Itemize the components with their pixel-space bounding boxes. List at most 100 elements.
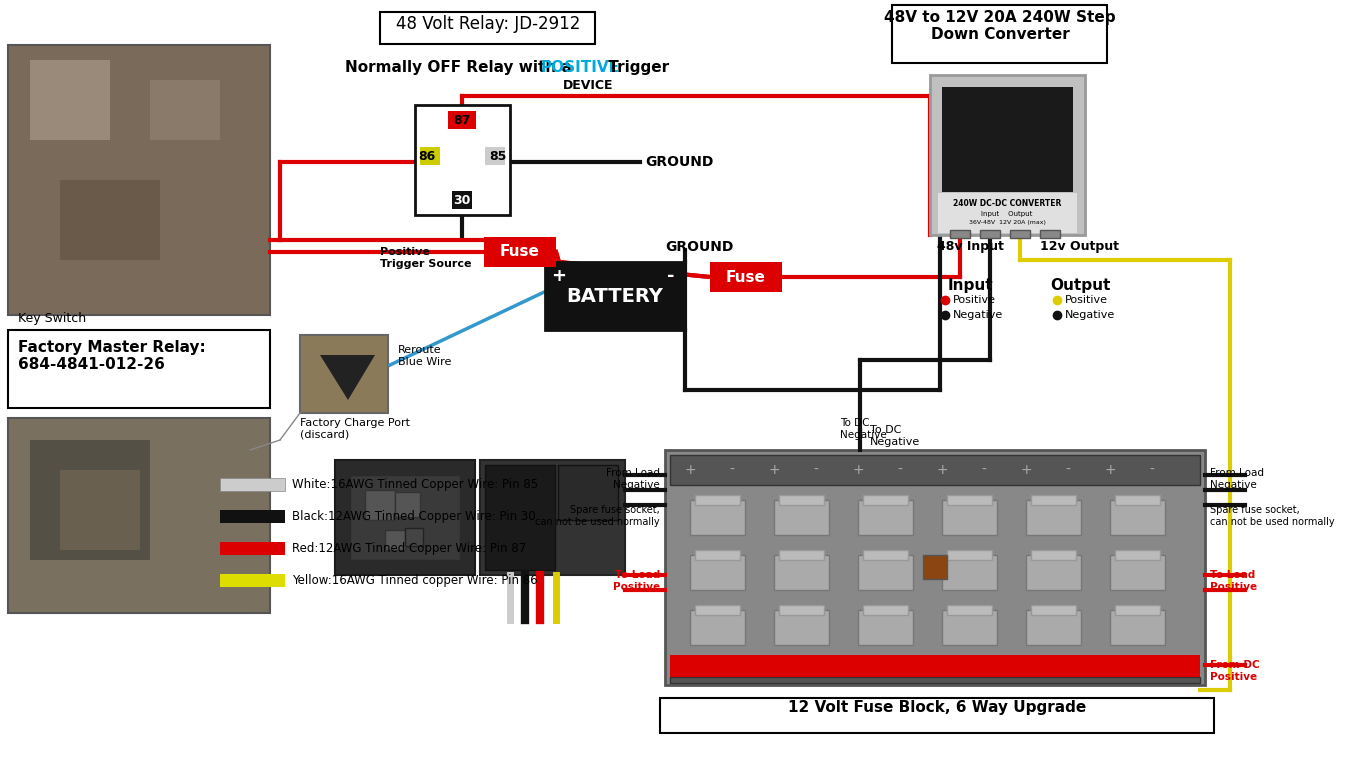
Text: Key Switch: Key Switch bbox=[18, 312, 86, 325]
Bar bbox=[695, 550, 741, 560]
Text: +: + bbox=[1020, 463, 1032, 477]
Bar bbox=[8, 45, 270, 315]
Bar bbox=[405, 528, 423, 546]
Text: Reroute
Blue Wire: Reroute Blue Wire bbox=[398, 345, 452, 367]
Text: +: + bbox=[936, 463, 947, 477]
Bar bbox=[1025, 610, 1082, 645]
Bar bbox=[1110, 610, 1165, 645]
Bar bbox=[862, 550, 908, 560]
Text: Trigger: Trigger bbox=[602, 60, 669, 75]
Text: Fuse: Fuse bbox=[500, 245, 539, 259]
Text: +: + bbox=[1105, 463, 1116, 477]
Text: -: - bbox=[898, 463, 902, 477]
Text: 12v Output: 12v Output bbox=[1040, 240, 1120, 253]
Bar bbox=[335, 460, 475, 575]
Bar bbox=[1010, 230, 1029, 238]
Bar bbox=[690, 555, 745, 590]
Bar bbox=[862, 605, 908, 615]
Bar bbox=[8, 418, 270, 613]
Text: Negative: Negative bbox=[1065, 310, 1116, 320]
Bar bbox=[151, 80, 220, 140]
Text: -: - bbox=[667, 267, 675, 285]
Bar bbox=[779, 605, 824, 615]
Text: 240W DC-DC CONVERTER: 240W DC-DC CONVERTER bbox=[953, 199, 1061, 208]
Bar bbox=[1025, 555, 1082, 590]
Bar bbox=[60, 470, 140, 550]
Bar bbox=[60, 180, 160, 260]
Bar bbox=[947, 550, 993, 560]
Bar bbox=[350, 475, 460, 560]
Bar bbox=[862, 495, 908, 505]
Text: 48 Volt Relay: JD-2912: 48 Volt Relay: JD-2912 bbox=[396, 15, 580, 33]
Bar bbox=[947, 495, 993, 505]
Bar bbox=[942, 555, 997, 590]
Bar bbox=[1031, 605, 1076, 615]
Text: To DC
Negative: To DC Negative bbox=[841, 418, 887, 440]
Text: POSITIVE: POSITIVE bbox=[541, 60, 620, 75]
Text: -: - bbox=[1150, 463, 1154, 477]
Text: Positive
Trigger Source: Positive Trigger Source bbox=[381, 247, 471, 269]
Text: Red:12AWG Tinned Copper Wire: Pin 87: Red:12AWG Tinned Copper Wire: Pin 87 bbox=[292, 542, 526, 555]
Text: GROUND: GROUND bbox=[665, 240, 734, 254]
Bar bbox=[420, 147, 439, 165]
Bar bbox=[938, 193, 1077, 233]
Text: Normally OFF Relay with a: Normally OFF Relay with a bbox=[345, 60, 578, 75]
Bar bbox=[695, 495, 741, 505]
Bar bbox=[695, 605, 741, 615]
Text: -: - bbox=[730, 463, 734, 477]
Bar bbox=[660, 698, 1214, 733]
Bar bbox=[381, 12, 596, 44]
Text: Yellow:16AWG Tinned copper Wire: Pin 86: Yellow:16AWG Tinned copper Wire: Pin 86 bbox=[292, 574, 538, 587]
Text: Negative: Negative bbox=[953, 310, 1003, 320]
Text: To Load
Positive: To Load Positive bbox=[613, 570, 660, 591]
Text: 36V-48V  12V 20A (max): 36V-48V 12V 20A (max) bbox=[968, 220, 1046, 225]
Text: Fuse: Fuse bbox=[726, 269, 765, 285]
Text: DEVICE: DEVICE bbox=[563, 79, 613, 92]
Bar bbox=[1114, 495, 1160, 505]
Bar bbox=[893, 5, 1108, 63]
Bar bbox=[690, 500, 745, 535]
Bar bbox=[980, 230, 999, 238]
Bar bbox=[858, 555, 913, 590]
Bar bbox=[220, 542, 285, 555]
Text: +: + bbox=[552, 267, 567, 285]
Text: +: + bbox=[852, 463, 864, 477]
Bar bbox=[452, 191, 472, 209]
Text: Output: Output bbox=[1050, 278, 1110, 293]
Bar bbox=[8, 330, 270, 408]
Text: Positive: Positive bbox=[1065, 295, 1108, 305]
Text: To DC
Negative: To DC Negative bbox=[871, 425, 920, 446]
Bar bbox=[947, 605, 993, 615]
Bar bbox=[485, 465, 554, 570]
Text: 48V to 12V 20A 240W Step
Down Converter: 48V to 12V 20A 240W Step Down Converter bbox=[884, 10, 1116, 42]
Text: 86: 86 bbox=[418, 150, 435, 162]
Text: Spare fuse socket,
can not be used normally: Spare fuse socket, can not be used norma… bbox=[1210, 505, 1335, 527]
Text: -: - bbox=[982, 463, 987, 477]
Bar bbox=[485, 147, 505, 165]
Bar bbox=[220, 510, 285, 523]
Text: 85: 85 bbox=[490, 150, 507, 162]
Bar bbox=[669, 677, 1201, 683]
Text: 12 Volt Fuse Block, 6 Way Upgrade: 12 Volt Fuse Block, 6 Way Upgrade bbox=[789, 700, 1086, 715]
Bar bbox=[665, 450, 1205, 685]
Text: 30: 30 bbox=[453, 194, 471, 206]
Bar bbox=[545, 262, 684, 330]
Text: -: - bbox=[813, 463, 819, 477]
Text: 87: 87 bbox=[453, 113, 471, 127]
Text: Input    Output: Input Output bbox=[982, 211, 1032, 217]
Polygon shape bbox=[320, 355, 375, 400]
Bar bbox=[711, 262, 782, 292]
Bar bbox=[779, 550, 824, 560]
Bar bbox=[1114, 550, 1160, 560]
Text: White:16AWG Tinned Copper Wire: Pin 85: White:16AWG Tinned Copper Wire: Pin 85 bbox=[292, 478, 538, 491]
Bar bbox=[220, 574, 285, 587]
Bar bbox=[930, 75, 1086, 235]
Bar bbox=[1110, 555, 1165, 590]
Text: From DC
Positive: From DC Positive bbox=[1210, 660, 1259, 682]
Bar bbox=[942, 610, 997, 645]
Bar bbox=[385, 530, 405, 550]
Bar bbox=[30, 440, 151, 560]
Bar bbox=[1031, 495, 1076, 505]
Text: -: - bbox=[1065, 463, 1071, 477]
Bar bbox=[773, 610, 830, 645]
